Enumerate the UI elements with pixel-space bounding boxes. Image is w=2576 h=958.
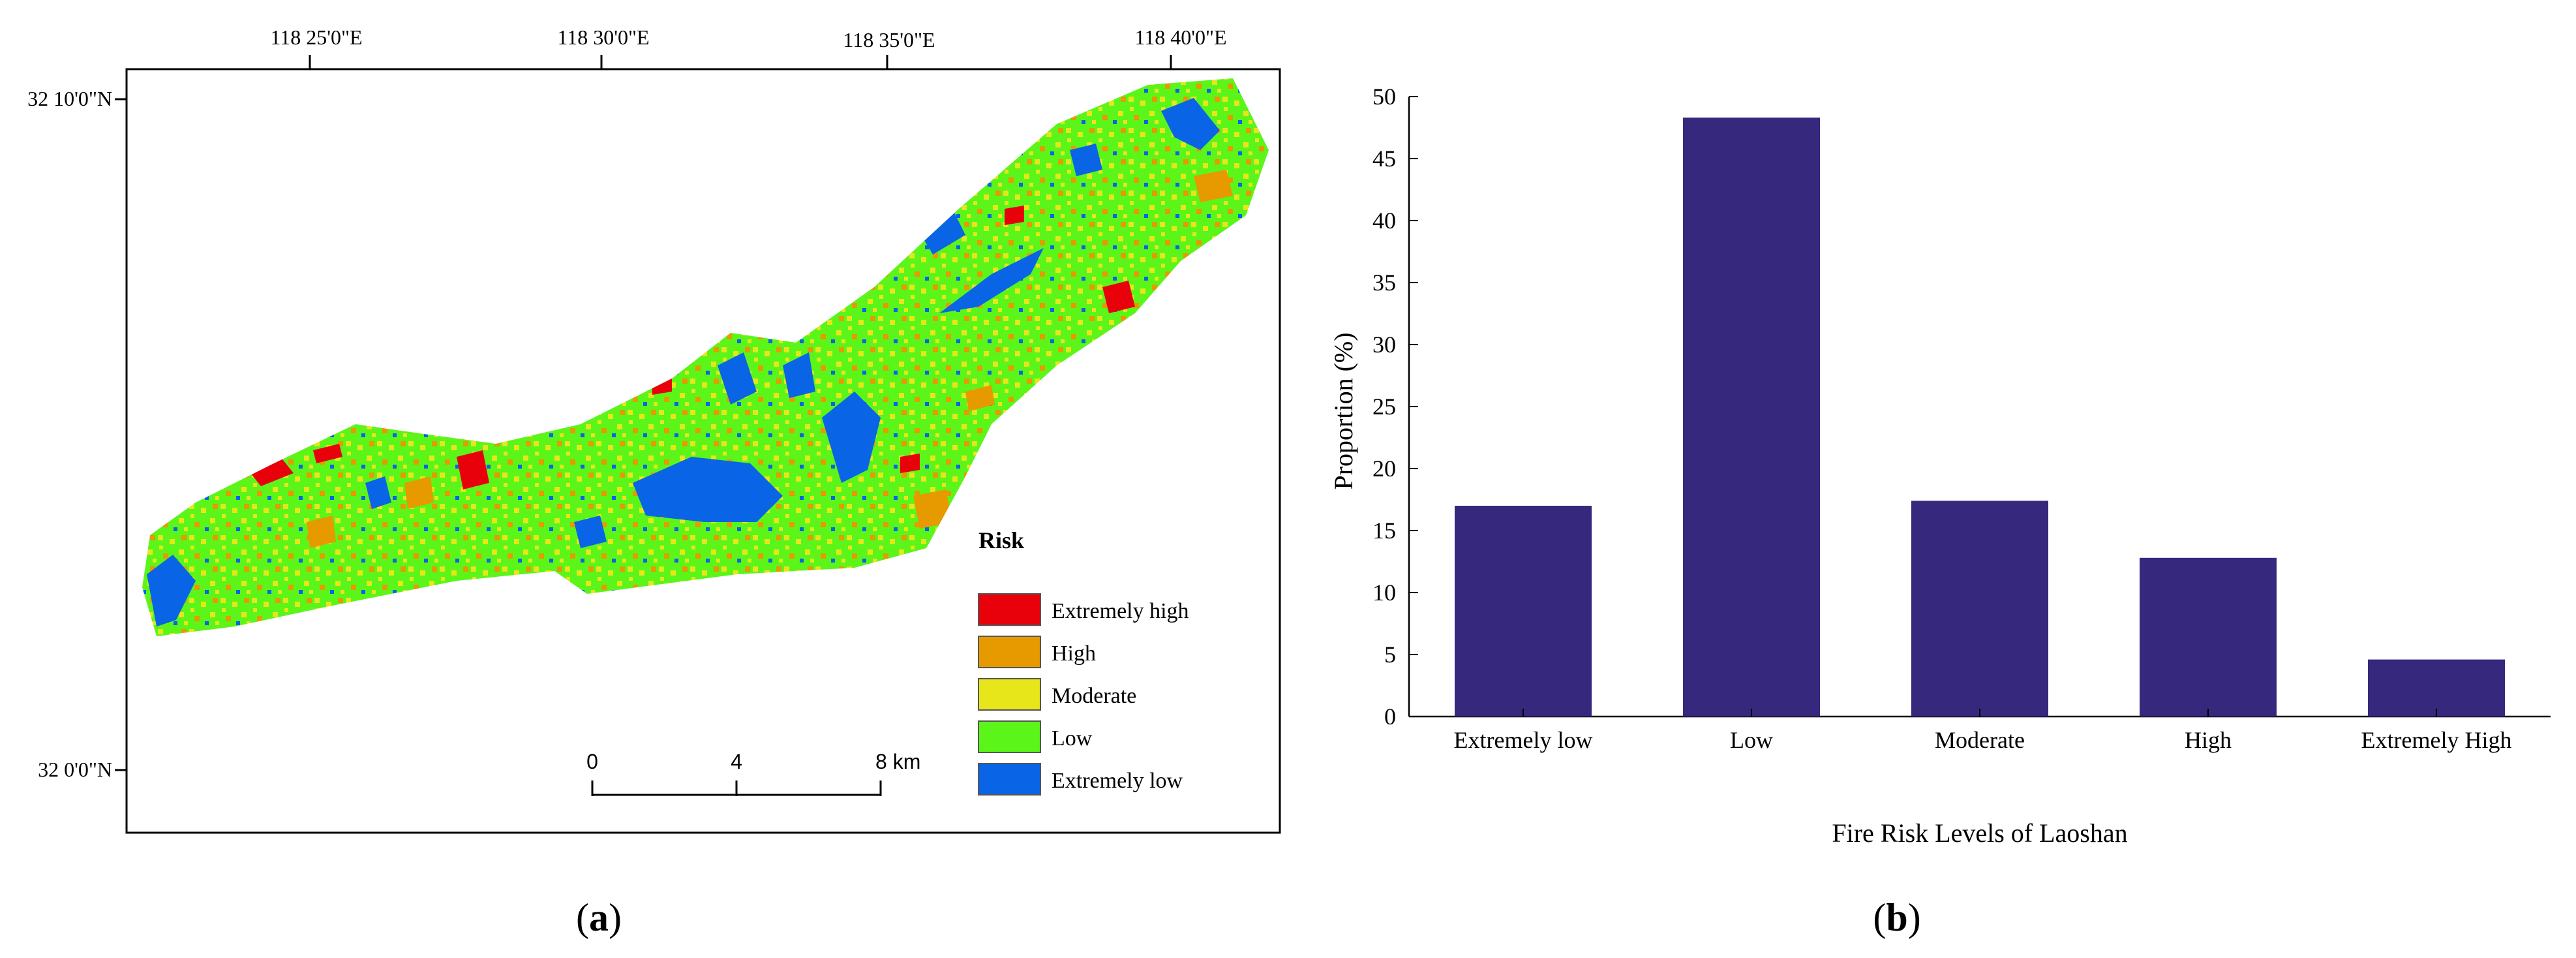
legend-label: Moderate (1052, 684, 1136, 708)
extremely-low-zone (574, 516, 607, 548)
legend-swatch (978, 678, 1041, 711)
extremely-low-zone (1070, 144, 1102, 176)
panel-b-chart: 0 5 10 15 20 25 30 35 40 45 50 Extremely low Low Mode… (1329, 84, 2551, 939)
x-tick-label: Moderate (1935, 727, 2025, 753)
x-axis-label: Fire Risk Levels of Laoshan (1832, 818, 2127, 848)
extremely-low-zone (1161, 98, 1220, 150)
bar (1455, 506, 1592, 717)
y-tick-label: 25 (1372, 394, 1396, 420)
x-tick-label: High (2185, 727, 2232, 753)
x-tick-label: Extremely High (2361, 727, 2512, 753)
scale-bar: 0 4 8 km (586, 750, 920, 796)
fire-risk-region (142, 78, 1269, 636)
scale-label: 8 km (875, 750, 920, 773)
legend-label: High (1052, 641, 1096, 666)
y-axis-label: Proportion (%) (1329, 332, 1358, 489)
extremely-low-zone (365, 476, 391, 509)
extremely-low-zone (718, 352, 757, 405)
legend-label: Low (1052, 726, 1093, 750)
legend-label: Extremely low (1052, 769, 1183, 793)
extremely-high-zone (1102, 281, 1135, 313)
extremely-high-zone (900, 454, 920, 473)
bar (2368, 659, 2505, 717)
y-tick-label: 20 (1372, 456, 1396, 482)
extremely-low-zone (822, 392, 881, 483)
extremely-low-zone (939, 248, 1044, 313)
legend-swatch (978, 720, 1041, 753)
x-tick-label: Low (1730, 727, 1773, 753)
coord-label-left: 32 10'0"N (27, 87, 112, 110)
extremely-low-zone (633, 457, 783, 522)
extremely-high-zone (1005, 206, 1024, 225)
scale-label: 0 (586, 750, 598, 773)
extremely-high-zone (457, 450, 489, 489)
y-tick-label: 0 (1384, 703, 1396, 730)
x-tick-label: Extremely low (1454, 727, 1593, 753)
bar (2140, 557, 2277, 717)
coord-label-top: 118 25'0"E (270, 25, 362, 49)
coord-label-top: 118 35'0"E (843, 28, 935, 52)
bar (1683, 117, 1820, 717)
extremely-low-zone (783, 352, 815, 398)
panel-a-map: 118 25'0"E 118 30'0"E 118 35'0"E 118 40'… (27, 25, 1281, 939)
y-tick-label: 10 (1372, 579, 1396, 606)
high-zone (965, 385, 995, 411)
legend-label: Extremely high (1052, 599, 1189, 623)
legend-title: Risk (978, 527, 1024, 553)
coord-label-top: 118 40'0"E (1134, 25, 1226, 49)
y-tick-label: 15 (1372, 518, 1396, 544)
y-tick-label: 35 (1372, 270, 1396, 296)
scale-label: 4 (731, 750, 742, 773)
high-zone (307, 516, 336, 548)
extremely-high-zone (248, 457, 294, 486)
map-legend: Risk Extremely high High Moderate Low Extrem… (978, 527, 1189, 796)
coord-label-top: 118 30'0"E (557, 25, 649, 49)
panel-a-caption: (a) (576, 896, 622, 939)
extremely-low-zone (147, 555, 196, 626)
legend-swatch (978, 763, 1041, 796)
y-tick-label: 30 (1372, 332, 1396, 358)
extremely-high-zone (313, 444, 342, 463)
y-tick-label: 50 (1372, 84, 1396, 110)
legend-swatch (978, 593, 1041, 626)
y-tick-label: 5 (1384, 641, 1396, 668)
high-zone (1194, 170, 1233, 202)
y-tick-label: 45 (1372, 146, 1396, 172)
high-zone (404, 476, 434, 509)
legend-swatch (978, 636, 1041, 668)
y-tick-label: 40 (1372, 208, 1396, 234)
bar (1911, 501, 2048, 717)
panel-b-caption: (b) (1873, 896, 1920, 939)
coord-label-left: 32 0'0"N (38, 758, 112, 781)
